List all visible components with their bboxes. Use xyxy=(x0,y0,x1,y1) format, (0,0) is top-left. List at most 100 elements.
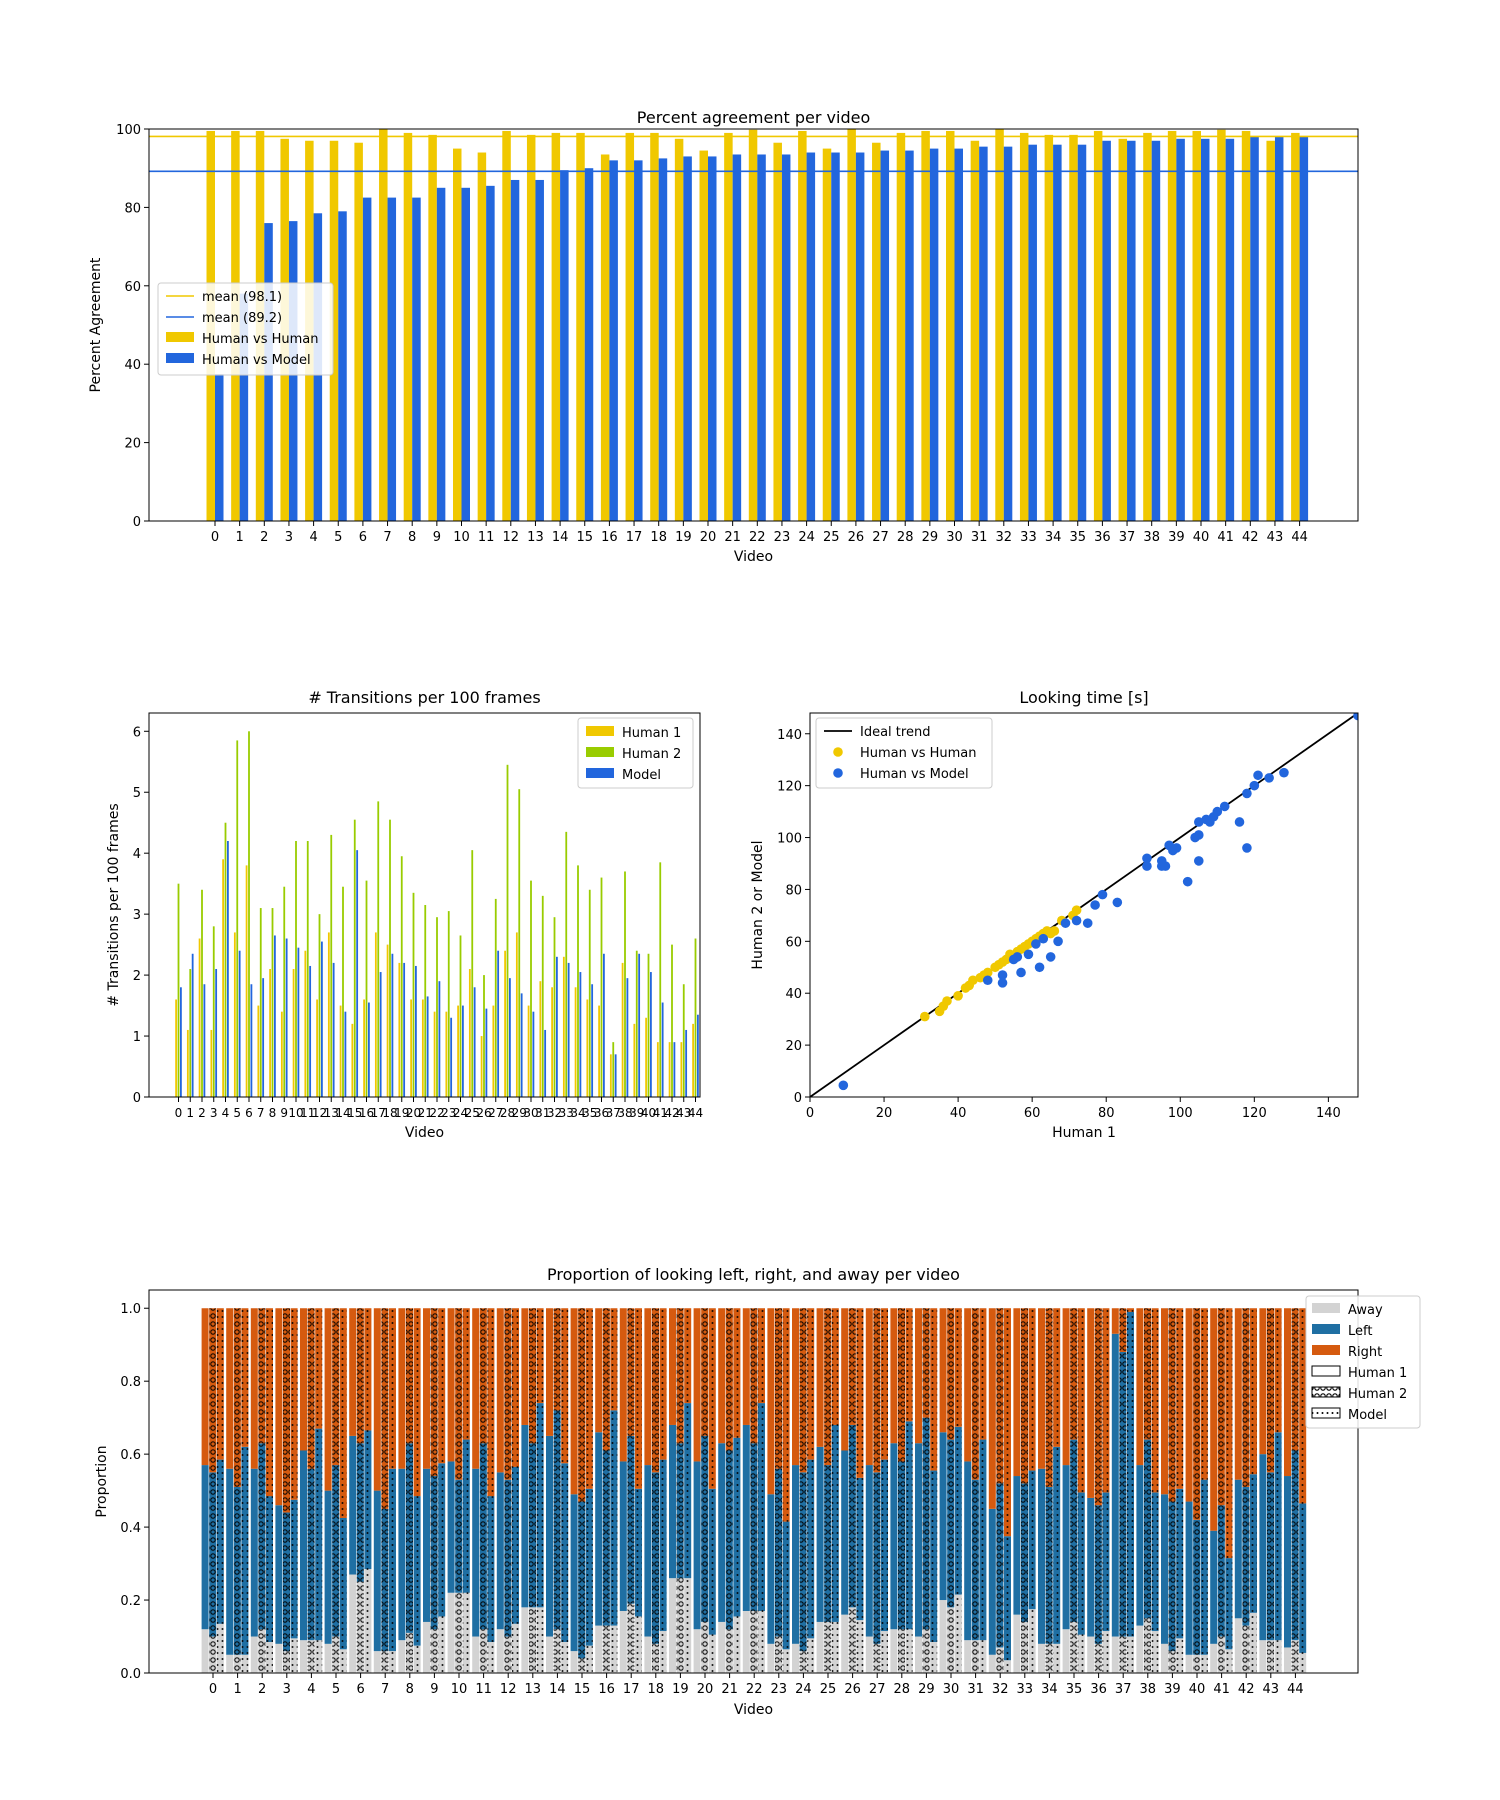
bar-left-human-1 xyxy=(1136,1465,1144,1626)
proportion-xtick-label: 5 xyxy=(332,1682,340,1697)
bar-model xyxy=(556,956,558,1097)
hatch-human-2 xyxy=(676,1578,684,1673)
hatch-model xyxy=(610,1308,618,1411)
hatch-model xyxy=(315,1428,323,1641)
hatch-human-2 xyxy=(1242,1486,1250,1626)
bar-right-human-1 xyxy=(373,1308,381,1491)
hatch-model xyxy=(684,1578,692,1673)
bar-model xyxy=(614,1054,617,1097)
bar-human-2 xyxy=(189,969,192,1097)
looking-time-chart: 0 20 40 60 80 100 120 140 0 20 40 60 80 100 120 140 Look… xyxy=(750,688,1359,1141)
hatch-human-2 xyxy=(873,1643,881,1673)
hatch-model xyxy=(684,1308,692,1404)
bar-human-vs-model xyxy=(584,168,594,521)
bar-away-human-1 xyxy=(767,1643,775,1673)
proportion-xtick-label: 19 xyxy=(672,1682,689,1697)
bar-human-vs-human xyxy=(453,148,462,521)
bar-left-human-1 xyxy=(324,1490,332,1644)
transitions-xtick-label: 25 xyxy=(465,1106,480,1120)
looking-xtick-label: 60 xyxy=(1024,1106,1041,1121)
bar-human-vs-model xyxy=(634,160,643,522)
hatch-human-2 xyxy=(553,1308,561,1411)
bar-right-human-1 xyxy=(890,1308,898,1444)
hatch-model xyxy=(1151,1308,1159,1493)
proportion-ytick-label: 0.0 xyxy=(120,1667,141,1682)
hatch-human-2 xyxy=(233,1486,241,1655)
bar-human-1 xyxy=(233,932,236,1097)
point-human-vs-model xyxy=(1053,936,1063,947)
legend-label: Human 1 xyxy=(622,726,681,741)
hatch-model xyxy=(758,1403,765,1611)
hatch-human-2 xyxy=(479,1629,487,1673)
hatch-model xyxy=(635,1616,642,1673)
agreement-xtick-label: 38 xyxy=(1143,530,1160,545)
bar-human-vs-human xyxy=(946,130,955,521)
hatch-model xyxy=(561,1641,569,1673)
bar-model xyxy=(344,1011,347,1097)
transitions-xtick-label: 40 xyxy=(641,1106,656,1120)
transitions-xtick-label: 29 xyxy=(512,1106,527,1120)
proportion-xtick-label: 42 xyxy=(1238,1682,1255,1697)
bar-human-1 xyxy=(692,1023,694,1097)
bar-away-human-1 xyxy=(1284,1647,1291,1673)
transitions-xtick-label: 18 xyxy=(382,1106,397,1120)
hatch-human-2 xyxy=(627,1435,635,1604)
hatch-model xyxy=(1053,1446,1061,1644)
hatch-human-2 xyxy=(1144,1308,1151,1440)
agreement-xtick-label: 39 xyxy=(1168,530,1185,545)
bar-human-2 xyxy=(506,764,509,1097)
bar-human-2 xyxy=(306,841,309,1097)
bar-model xyxy=(626,978,629,1097)
hatch-model xyxy=(758,1610,765,1673)
bar-human-vs-model xyxy=(560,170,569,521)
bar-human-1 xyxy=(551,987,553,1097)
hatch-human-2 xyxy=(725,1629,733,1673)
bar-human-vs-model xyxy=(979,146,988,521)
hatch-model xyxy=(905,1421,913,1630)
hatch-human-2 xyxy=(479,1308,487,1444)
bar-left-human-1 xyxy=(1013,1476,1021,1615)
legend-label: Left xyxy=(1348,1324,1372,1339)
hatch-human-2 xyxy=(529,1607,536,1673)
hatch-model xyxy=(930,1470,938,1642)
hatch-human-2 xyxy=(971,1479,979,1641)
transitions-xtick-label: 28 xyxy=(500,1106,515,1120)
hatch-model xyxy=(1102,1631,1110,1673)
bar-right-human-1 xyxy=(496,1308,504,1473)
bar-human-1 xyxy=(421,999,424,1097)
bar-human-2 xyxy=(612,1042,615,1097)
transitions-ytick-label: 6 xyxy=(133,725,141,740)
transitions-xtick-label: 14 xyxy=(335,1106,350,1120)
bar-model xyxy=(673,1042,676,1097)
transitions-xtick-label: 35 xyxy=(582,1106,597,1120)
hatch-model xyxy=(585,1645,593,1673)
bar-human-vs-human xyxy=(428,134,437,521)
hatch-human-2 xyxy=(283,1308,290,1513)
bar-right-human-1 xyxy=(939,1308,947,1433)
legend-swatch-human-vs-human xyxy=(833,747,843,757)
agreement-ytick-label: 40 xyxy=(124,358,141,373)
bar-human-1 xyxy=(304,950,307,1097)
hatch-human-2 xyxy=(799,1308,807,1473)
agreement-xtick-label: 41 xyxy=(1217,530,1234,545)
bar-left-human-1 xyxy=(890,1443,898,1630)
bar-away-human-1 xyxy=(423,1621,430,1673)
hatch-model xyxy=(856,1620,864,1673)
bar-human-2 xyxy=(518,789,521,1097)
hatch-human-2 xyxy=(529,1308,536,1444)
bar-human-1 xyxy=(386,944,389,1097)
hatch-human-2 xyxy=(1242,1308,1250,1487)
bar-human-vs-model xyxy=(387,197,397,521)
bar-model xyxy=(285,938,288,1097)
bar-right-human-1 xyxy=(1161,1308,1168,1495)
looking-ytick-label: 0 xyxy=(794,1091,802,1106)
bar-right-human-1 xyxy=(1284,1308,1291,1477)
bar-left-human-1 xyxy=(619,1461,627,1611)
point-human-vs-human xyxy=(968,975,978,986)
bar-right-human-1 xyxy=(988,1308,996,1509)
point-human-vs-model xyxy=(1012,952,1023,962)
agreement-xtick-label: 32 xyxy=(996,530,1013,545)
transitions-xtick-label: 1 xyxy=(186,1106,194,1120)
point-human-vs-model xyxy=(1160,861,1171,871)
